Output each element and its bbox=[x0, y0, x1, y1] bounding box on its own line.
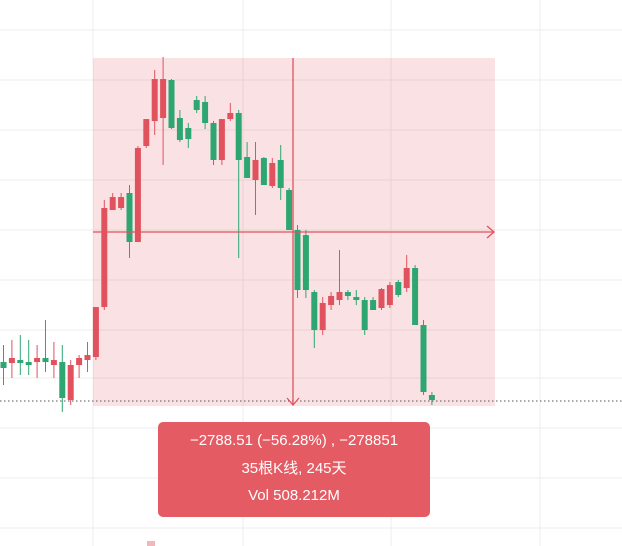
candle-body bbox=[344, 292, 351, 296]
candle-body bbox=[420, 325, 427, 393]
v-arrow-head bbox=[286, 397, 300, 406]
candle-body bbox=[151, 79, 158, 122]
candle-body bbox=[260, 157, 267, 186]
candle-body bbox=[134, 147, 141, 243]
candle-body bbox=[218, 119, 225, 161]
measure-arrows bbox=[93, 58, 495, 406]
candle-body bbox=[126, 192, 133, 243]
candle-body bbox=[336, 292, 343, 301]
candle-body bbox=[378, 289, 385, 309]
candle-body bbox=[412, 267, 419, 326]
candle-body bbox=[34, 358, 41, 363]
candle-body bbox=[193, 100, 200, 111]
candle-body bbox=[92, 307, 99, 358]
candle-body bbox=[302, 235, 309, 291]
candle-body bbox=[109, 197, 116, 211]
candle-body bbox=[101, 207, 108, 308]
candle-body bbox=[143, 119, 150, 146]
candle-body bbox=[42, 358, 49, 363]
candle-body bbox=[311, 292, 318, 331]
measure-volume: Vol 508.212M bbox=[248, 487, 340, 504]
candle-body bbox=[286, 190, 293, 231]
candle-body bbox=[361, 300, 368, 331]
candle-body bbox=[277, 160, 284, 188]
candle-body bbox=[269, 162, 276, 186]
candle-body bbox=[67, 365, 74, 401]
candle-body bbox=[25, 362, 32, 366]
candle-body bbox=[294, 230, 301, 291]
candle-body bbox=[76, 358, 83, 366]
candle-body bbox=[428, 395, 435, 401]
measure-change: −2788.51 (−56.28%) , −278851 bbox=[190, 432, 398, 449]
candle-body bbox=[50, 360, 57, 366]
candle-body bbox=[328, 295, 335, 306]
candle-body bbox=[59, 362, 66, 399]
candle-body bbox=[168, 80, 175, 128]
candles bbox=[0, 57, 435, 413]
candle-body bbox=[319, 303, 326, 331]
candle-body bbox=[0, 362, 7, 369]
candle-body bbox=[386, 285, 393, 306]
candle-body bbox=[210, 122, 217, 161]
candle-body bbox=[353, 297, 360, 301]
candle-body bbox=[8, 358, 15, 364]
candle-body bbox=[370, 300, 377, 311]
candle-body bbox=[252, 160, 259, 181]
candle-body bbox=[118, 197, 125, 208]
measure-tooltip bbox=[158, 422, 430, 517]
marker bbox=[147, 541, 155, 546]
candle-body bbox=[160, 79, 167, 118]
candle-body bbox=[244, 157, 251, 178]
candle-body bbox=[17, 360, 24, 364]
measure-bars: 35根K线, 245天 bbox=[241, 460, 346, 477]
candle-body bbox=[403, 267, 410, 289]
h-arrow-head bbox=[486, 225, 495, 239]
candle-body bbox=[395, 282, 402, 296]
candle-body bbox=[227, 112, 234, 120]
candle-body bbox=[84, 355, 91, 361]
candle-body bbox=[185, 127, 192, 140]
candle-body bbox=[176, 117, 183, 141]
candle-body bbox=[202, 102, 209, 123]
candle-body bbox=[235, 112, 242, 161]
